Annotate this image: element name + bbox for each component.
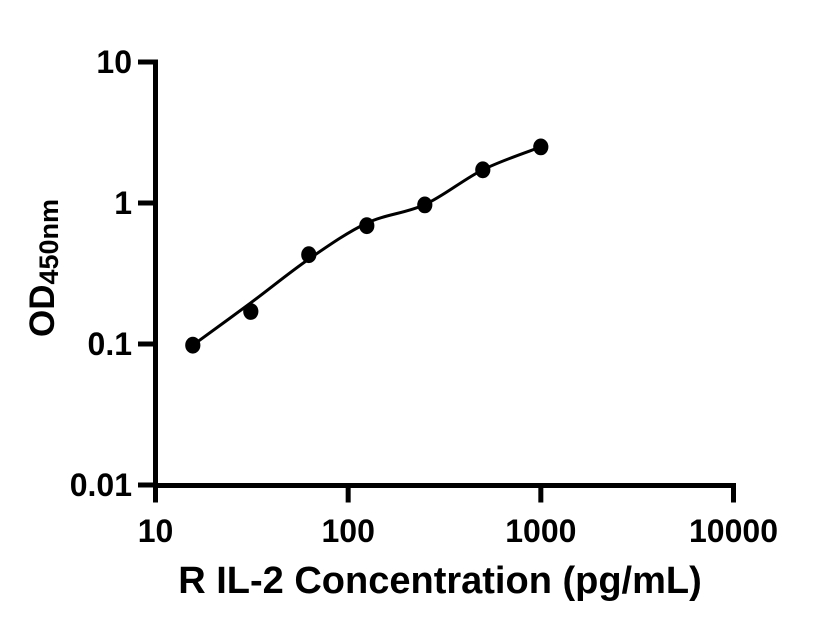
x-tick-label: 10000 [689, 513, 778, 549]
y-tick-label: 0.01 [70, 467, 132, 503]
x-tick-label: 1000 [505, 513, 576, 549]
data-point [417, 196, 433, 214]
y-tick-label: 10 [96, 44, 132, 80]
data-point [475, 161, 491, 179]
x-tick-label: 100 [321, 513, 374, 549]
y-axis-title-main: OD [23, 284, 63, 338]
data-point [359, 217, 375, 235]
y-axis-title: OD450nm [23, 198, 64, 338]
data-point [533, 138, 549, 156]
x-axis-title: R IL-2 Concentration (pg/mL) [178, 560, 702, 602]
y-tick-label: 1 [114, 185, 132, 221]
y-axis-title-subscript: 450nm [33, 198, 64, 285]
x-tick-label: 10 [138, 513, 174, 549]
y-tick-label: 0.1 [88, 326, 132, 362]
data-point [243, 303, 259, 320]
data-point [185, 336, 201, 354]
data-point [301, 246, 317, 264]
